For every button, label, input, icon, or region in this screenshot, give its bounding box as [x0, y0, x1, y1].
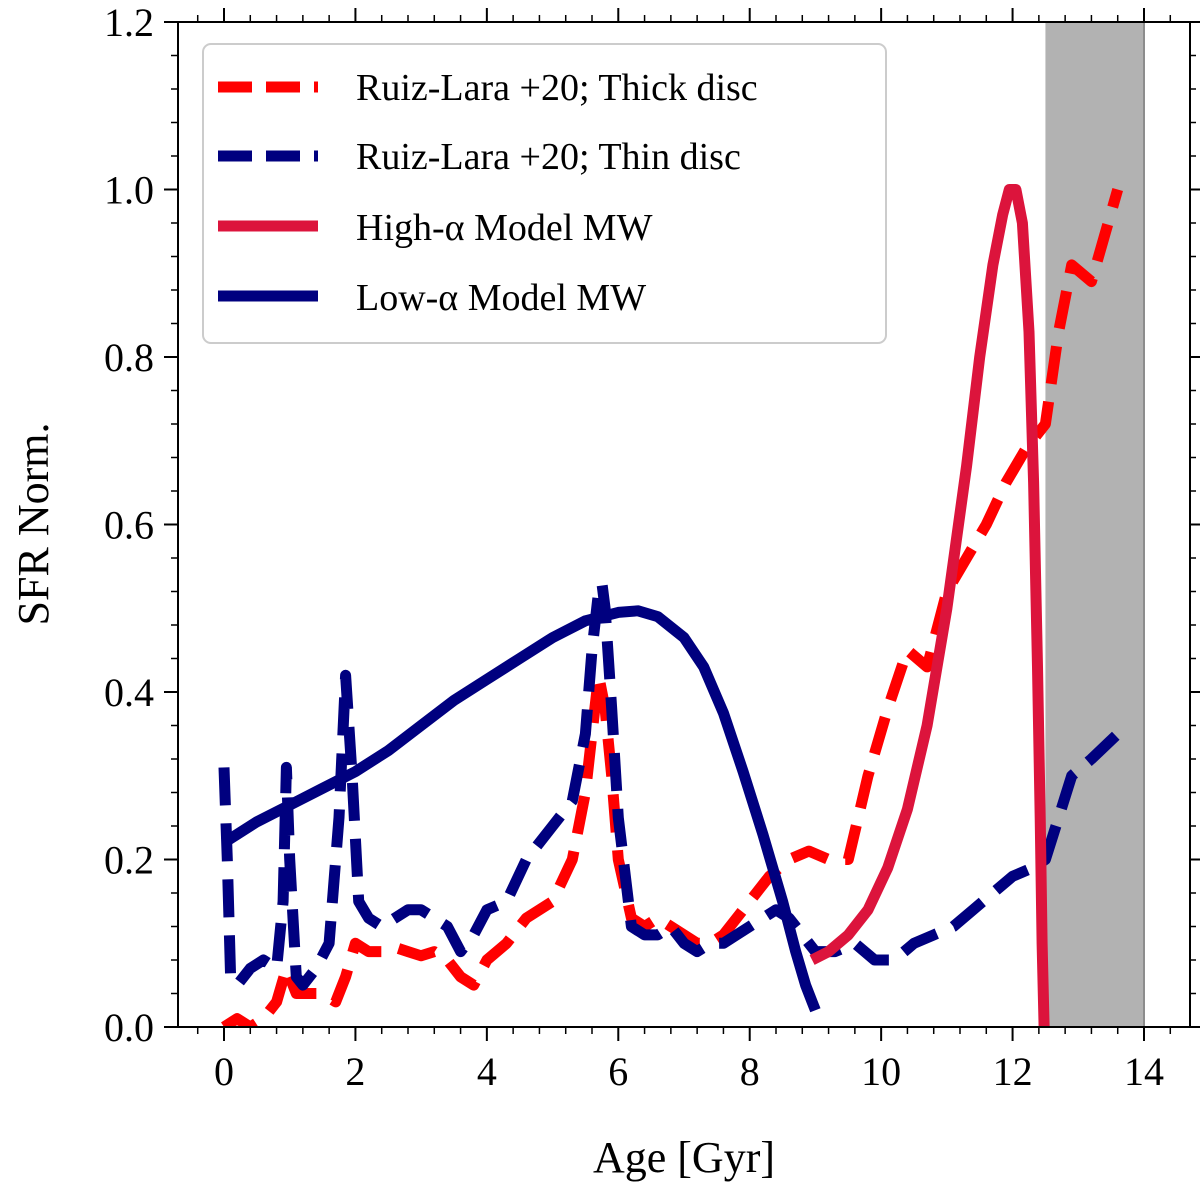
x-axis-label: Age [Gyr]: [593, 1133, 775, 1182]
legend-box: [202, 43, 887, 344]
shaded-region-layer: [1045, 22, 1145, 1027]
shaded-region: [1045, 22, 1144, 1027]
x-tick-label: 6: [608, 1049, 628, 1094]
y-tick-label: 0.4: [104, 670, 154, 715]
y-tick-label: 0.2: [104, 838, 154, 883]
series-line-thin-disc: [218, 577, 1122, 991]
y-tick-label: 0.8: [104, 335, 154, 380]
y-axis-label: SFR Norm.: [9, 423, 58, 626]
series-line-high-alpha: [809, 184, 1050, 1027]
x-tick-label: 4: [477, 1049, 497, 1094]
legend-label-thin-disc: Ruiz-Lara +20; Thin disc: [356, 136, 741, 178]
x-tick-label: 14: [1124, 1049, 1164, 1094]
x-tick-label: 10: [861, 1049, 901, 1094]
x-tick-label: 2: [345, 1049, 365, 1094]
legend-label-low-alpha: Low-α Model MW: [356, 277, 646, 319]
x-tick-label: 8: [740, 1049, 760, 1094]
x-tick-label: 0: [214, 1049, 234, 1094]
y-tick-label: 1.0: [104, 168, 154, 213]
legend: Ruiz-Lara +20; Thick disc Ruiz-Lara +20;…: [202, 43, 887, 344]
ticks-layer: 0 2 4 6 8 10 12 14 0.0 0.2 0.4 0.6 0.8 1.0 1.2: [104, 0, 1200, 1094]
y-tick-label: 0.6: [104, 503, 154, 548]
y-tick-label: 1.2: [104, 0, 154, 45]
y-tick-label: 0.0: [104, 1005, 154, 1050]
x-tick-label: 12: [993, 1049, 1033, 1094]
series-layer: [218, 184, 1123, 1027]
series-line-low-alpha: [221, 605, 821, 1013]
plot-area: [218, 22, 1145, 1027]
legend-label-high-alpha: High-α Model MW: [356, 207, 653, 249]
legend-label-thick-disc: Ruiz-Lara +20; Thick disc: [356, 67, 758, 109]
